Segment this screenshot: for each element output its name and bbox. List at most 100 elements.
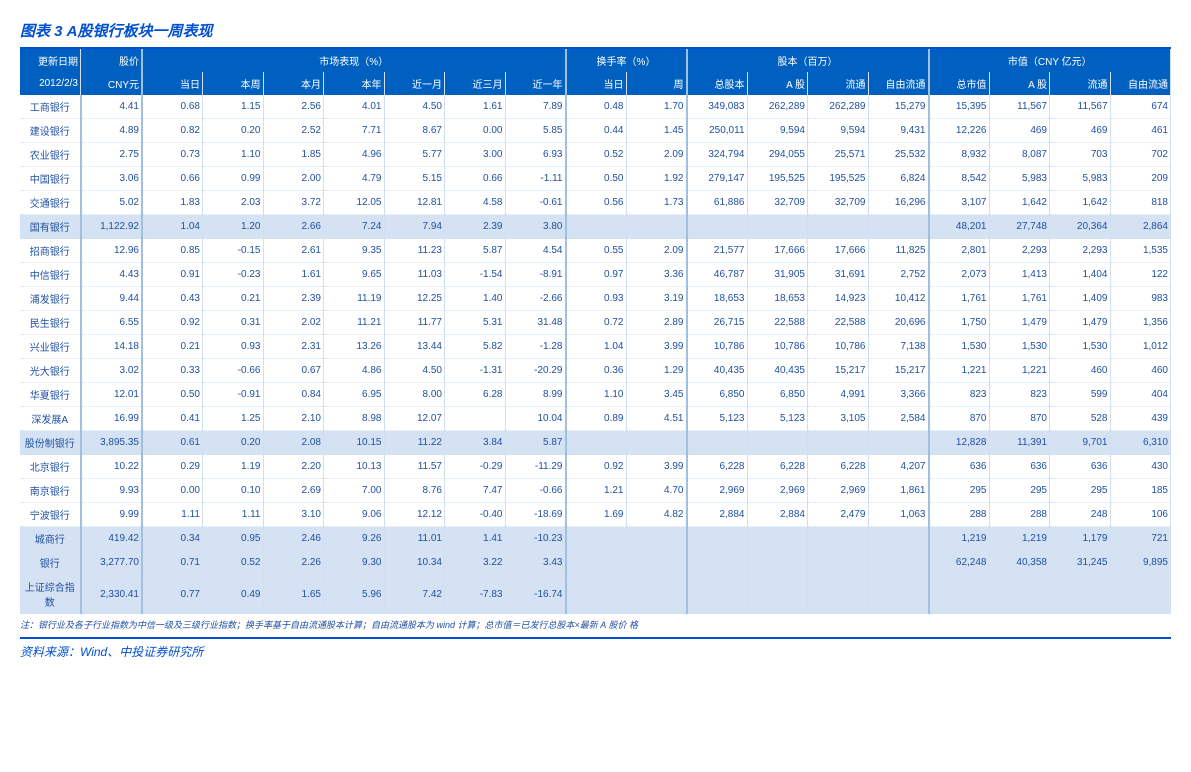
data-cell: 3,366 <box>868 383 929 407</box>
col-header: 本周 <box>203 72 264 95</box>
data-cell: 0.85 <box>142 239 203 263</box>
data-cell: 2.10 <box>263 407 324 431</box>
data-cell: 9,594 <box>808 119 869 143</box>
data-cell: 461 <box>1110 119 1171 143</box>
data-cell <box>566 551 627 575</box>
data-cell: 5,983 <box>989 167 1050 191</box>
row-name: 光大银行 <box>20 359 81 383</box>
data-cell: 262,289 <box>747 95 808 119</box>
col-header: 周 <box>626 72 687 95</box>
data-cell: 185 <box>1110 479 1171 503</box>
data-cell: 3.02 <box>81 359 143 383</box>
data-cell: 9.06 <box>324 503 385 527</box>
data-cell: 1.11 <box>203 503 264 527</box>
data-cell: 3,107 <box>929 191 990 215</box>
data-cell: 1.21 <box>566 479 627 503</box>
data-cell: 674 <box>1110 95 1171 119</box>
data-cell: 12.01 <box>81 383 143 407</box>
data-cell: 12.25 <box>384 287 445 311</box>
table-row: 交通银行5.021.832.033.7212.0512.814.58-0.610… <box>20 191 1171 215</box>
data-cell: 2.75 <box>81 143 143 167</box>
data-cell: 9.99 <box>81 503 143 527</box>
data-cell: 10.15 <box>324 431 385 455</box>
data-cell: 4.96 <box>324 143 385 167</box>
table-row: 浦发银行9.440.430.212.3911.1912.251.40-2.660… <box>20 287 1171 311</box>
data-cell: 10.34 <box>384 551 445 575</box>
data-cell: -0.23 <box>203 263 264 287</box>
table-row: 兴业银行14.180.210.932.3113.2613.445.82-1.28… <box>20 335 1171 359</box>
data-cell: 7.24 <box>324 215 385 239</box>
data-cell: 1.40 <box>445 287 506 311</box>
data-cell: 823 <box>989 383 1050 407</box>
data-cell: 31,245 <box>1050 551 1111 575</box>
data-cell: 0.72 <box>566 311 627 335</box>
table-row: 宁波银行9.991.111.113.109.0612.12-0.40-18.69… <box>20 503 1171 527</box>
data-cell: 4,207 <box>868 455 929 479</box>
data-cell <box>808 551 869 575</box>
data-cell: 2.69 <box>263 479 324 503</box>
data-cell: 0.66 <box>142 167 203 191</box>
data-cell: 40,435 <box>747 359 808 383</box>
data-cell: 248 <box>1050 503 1111 527</box>
data-cell: 1.29 <box>626 359 687 383</box>
data-cell: 15,217 <box>868 359 929 383</box>
data-cell: 1,356 <box>1110 311 1171 335</box>
data-cell: 11.19 <box>324 287 385 311</box>
data-cell: 22,588 <box>747 311 808 335</box>
data-cell: 4.58 <box>445 191 506 215</box>
data-cell <box>626 215 687 239</box>
data-cell: 4.79 <box>324 167 385 191</box>
data-cell <box>747 551 808 575</box>
data-cell: 10.04 <box>505 407 566 431</box>
data-cell: 7.71 <box>324 119 385 143</box>
data-cell: 1.04 <box>566 335 627 359</box>
table-note: 注：银行业及各子行业指数为中信一级及三级行业指数；换手率基于自由流通股本计算；自… <box>20 618 1171 631</box>
col-header: 总市值 <box>929 72 990 95</box>
data-cell: 3.43 <box>505 551 566 575</box>
data-cell: 4.50 <box>384 359 445 383</box>
data-cell: 2.61 <box>263 239 324 263</box>
data-cell: 6.28 <box>445 383 506 407</box>
data-cell: 0.67 <box>263 359 324 383</box>
data-cell: 8.99 <box>505 383 566 407</box>
table-row: 上证综合指数2,330.410.770.491.655.967.42-7.83-… <box>20 575 1171 614</box>
data-cell: 1,122.92 <box>81 215 143 239</box>
data-cell: 1.41 <box>445 527 506 551</box>
data-cell: 12.96 <box>81 239 143 263</box>
data-cell: 1,063 <box>868 503 929 527</box>
data-cell: 288 <box>929 503 990 527</box>
row-name: 华夏银行 <box>20 383 81 407</box>
data-cell <box>747 575 808 614</box>
data-cell: 62,248 <box>929 551 990 575</box>
data-cell: 2.26 <box>263 551 324 575</box>
data-cell: 2.56 <box>263 95 324 119</box>
data-cell: 4.50 <box>384 95 445 119</box>
col-header: 流通 <box>808 72 869 95</box>
data-cell: 0.82 <box>142 119 203 143</box>
table-row: 中信银行4.430.91-0.231.619.6511.03-1.54-8.91… <box>20 263 1171 287</box>
data-cell <box>687 551 748 575</box>
data-cell: 12.05 <box>324 191 385 215</box>
data-cell: 40,358 <box>989 551 1050 575</box>
data-cell: 32,709 <box>808 191 869 215</box>
data-cell: 9,594 <box>747 119 808 143</box>
data-cell: 0.48 <box>566 95 627 119</box>
data-cell: 4.41 <box>81 95 143 119</box>
table-row: 南京银行9.930.000.102.697.008.767.47-0.661.2… <box>20 479 1171 503</box>
data-cell <box>808 431 869 455</box>
data-cell: 5.15 <box>384 167 445 191</box>
data-cell: 1,535 <box>1110 239 1171 263</box>
data-cell: 295 <box>1050 479 1111 503</box>
data-cell <box>808 527 869 551</box>
data-cell: 26,715 <box>687 311 748 335</box>
data-cell: 1.10 <box>203 143 264 167</box>
data-cell: 1,479 <box>1050 311 1111 335</box>
data-cell: -7.83 <box>445 575 506 614</box>
data-cell: 2.31 <box>263 335 324 359</box>
row-name: 宁波银行 <box>20 503 81 527</box>
table-row: 光大银行3.020.33-0.660.674.864.50-1.31-20.29… <box>20 359 1171 383</box>
data-cell: 1,221 <box>989 359 1050 383</box>
data-cell: -16.74 <box>505 575 566 614</box>
data-cell: 0.89 <box>566 407 627 431</box>
data-cell: 10,786 <box>687 335 748 359</box>
